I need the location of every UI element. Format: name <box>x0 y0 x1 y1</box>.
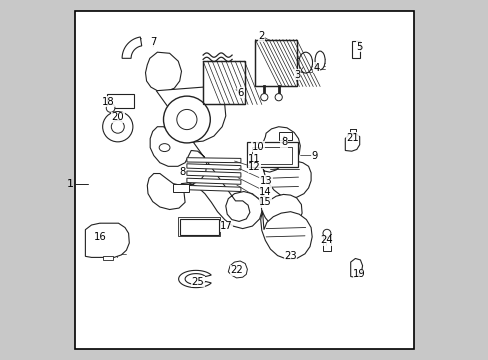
Bar <box>352 41 360 58</box>
Polygon shape <box>85 223 129 257</box>
Bar <box>107 94 134 108</box>
Text: 21: 21 <box>346 132 358 143</box>
Bar <box>322 234 330 251</box>
Polygon shape <box>350 258 362 277</box>
Bar <box>255 40 296 86</box>
Ellipse shape <box>159 144 170 152</box>
Text: 16: 16 <box>93 232 106 242</box>
Polygon shape <box>228 261 247 278</box>
Bar <box>203 61 244 104</box>
Polygon shape <box>178 270 211 288</box>
Polygon shape <box>296 58 305 70</box>
Circle shape <box>106 104 115 112</box>
Bar <box>251 147 291 164</box>
Polygon shape <box>186 185 241 192</box>
Text: 25: 25 <box>191 276 203 287</box>
Text: 2: 2 <box>258 31 264 41</box>
Text: 22: 22 <box>230 265 243 275</box>
Text: 23: 23 <box>284 251 296 261</box>
Text: 20: 20 <box>111 112 124 122</box>
Polygon shape <box>186 164 241 170</box>
Text: 9: 9 <box>311 150 317 161</box>
Ellipse shape <box>298 52 312 73</box>
Bar <box>179 219 219 235</box>
Circle shape <box>275 94 282 101</box>
Bar <box>255 40 296 86</box>
Text: 10: 10 <box>251 142 264 152</box>
Text: 1: 1 <box>66 179 73 189</box>
Polygon shape <box>122 37 142 58</box>
Polygon shape <box>186 158 241 163</box>
Text: 12: 12 <box>248 162 261 172</box>
Polygon shape <box>345 133 359 151</box>
Circle shape <box>177 109 197 130</box>
Text: 14: 14 <box>259 186 271 197</box>
Circle shape <box>163 96 210 143</box>
Bar <box>178 217 220 236</box>
Bar <box>203 61 244 104</box>
Ellipse shape <box>314 51 325 70</box>
Polygon shape <box>260 211 311 259</box>
Text: 5: 5 <box>356 42 362 52</box>
Text: 7: 7 <box>150 37 157 48</box>
Circle shape <box>102 112 133 142</box>
Circle shape <box>260 94 267 101</box>
Polygon shape <box>263 161 310 198</box>
Circle shape <box>322 229 330 237</box>
Text: 11: 11 <box>248 154 261 164</box>
Polygon shape <box>103 256 113 260</box>
Text: 4: 4 <box>313 63 319 73</box>
Polygon shape <box>145 52 181 92</box>
Text: 8: 8 <box>281 137 286 147</box>
Text: 3: 3 <box>294 70 300 80</box>
Bar <box>173 184 189 192</box>
Polygon shape <box>147 87 262 229</box>
Polygon shape <box>260 194 302 229</box>
Text: 17: 17 <box>220 221 232 231</box>
Polygon shape <box>186 171 241 177</box>
Bar <box>247 142 297 167</box>
Polygon shape <box>261 127 300 168</box>
Polygon shape <box>186 178 241 184</box>
Bar <box>278 132 292 140</box>
Circle shape <box>111 120 124 133</box>
Text: 6: 6 <box>237 88 244 98</box>
Text: 8: 8 <box>179 167 185 177</box>
Text: 19: 19 <box>353 269 366 279</box>
Text: 18: 18 <box>101 96 114 107</box>
Text: 15: 15 <box>259 197 271 207</box>
Text: 24: 24 <box>320 235 332 246</box>
Text: 13: 13 <box>259 176 272 186</box>
